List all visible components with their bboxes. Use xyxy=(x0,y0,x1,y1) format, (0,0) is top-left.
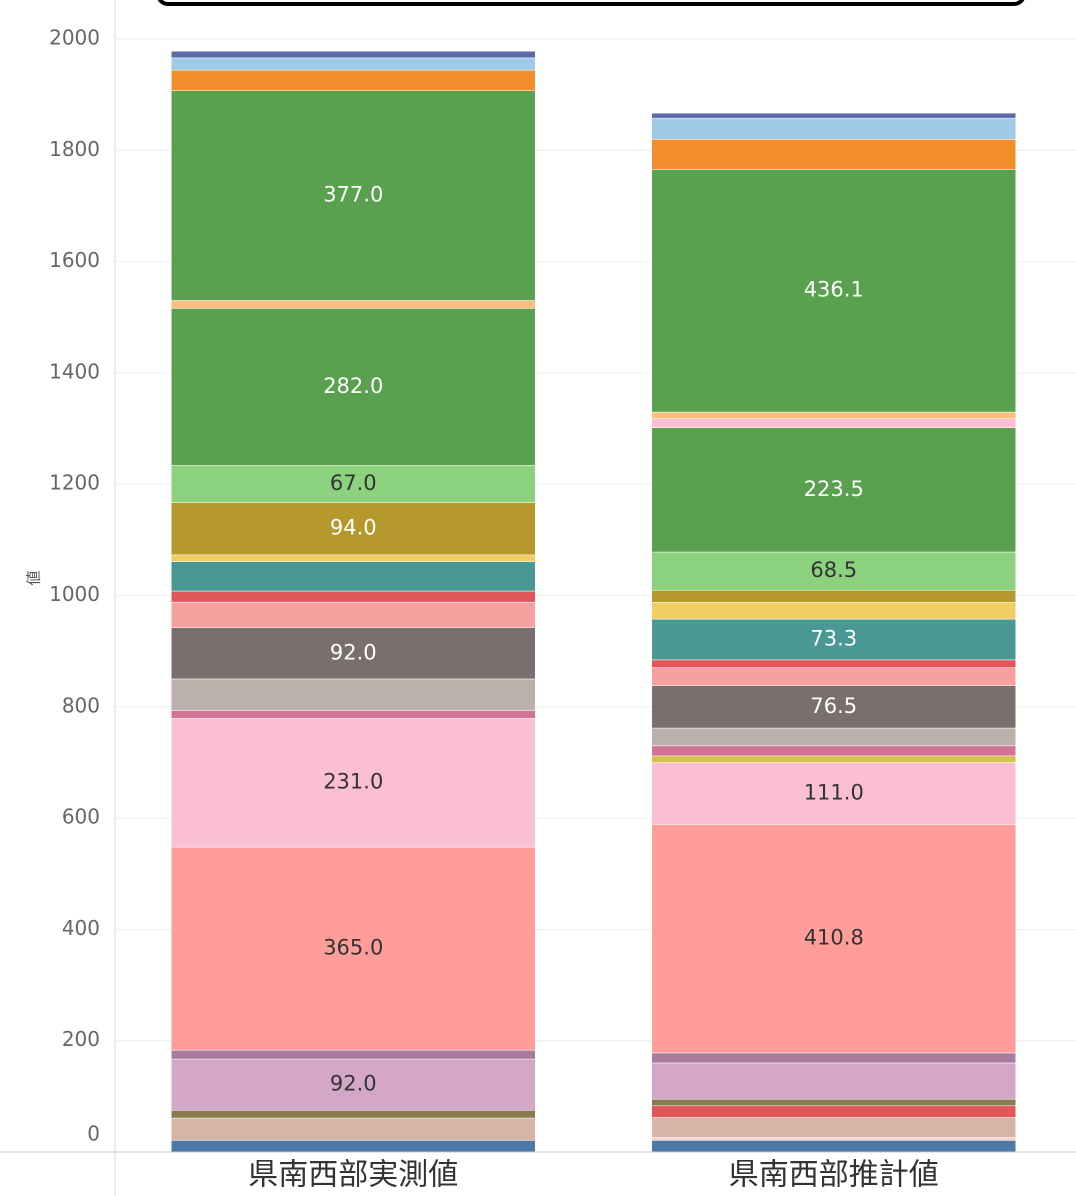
y-tick-label: 0 xyxy=(87,1122,100,1146)
y-tick-label: 1800 xyxy=(49,137,100,161)
data-label: 223.5 xyxy=(804,477,864,501)
bar-segment xyxy=(651,745,1016,757)
data-label: 67.0 xyxy=(330,471,377,495)
bar-segment xyxy=(651,824,1016,1054)
data-label: 231.0 xyxy=(323,770,383,794)
bar-segment xyxy=(171,601,536,629)
bar-segment xyxy=(651,112,1016,119)
bar-segment xyxy=(171,1110,536,1119)
y-tick-label: 400 xyxy=(62,916,100,940)
bar-segment xyxy=(651,727,1016,747)
bar-segment xyxy=(651,1137,1016,1141)
bar-segment xyxy=(171,678,536,711)
y-tick-label: 600 xyxy=(62,805,100,829)
bar-segment xyxy=(651,1052,1016,1064)
bar-segment xyxy=(171,561,536,592)
x-tick-label: 県南西部推計値 xyxy=(729,1158,939,1193)
bar-segment xyxy=(171,554,536,562)
data-label: 377.0 xyxy=(323,183,383,207)
bar-segment xyxy=(651,1140,1016,1153)
y-axis-label: 値 xyxy=(25,570,43,585)
bar-segment xyxy=(171,1140,536,1153)
bar-segment xyxy=(171,57,536,71)
bar-segment xyxy=(651,685,1016,729)
bar-segment xyxy=(171,502,536,556)
bar-segment xyxy=(171,300,536,309)
data-label: 410.8 xyxy=(804,926,864,950)
bar-segment xyxy=(651,755,1016,763)
y-tick-label: 800 xyxy=(62,693,100,717)
data-label: 282.0 xyxy=(323,374,383,398)
data-label: 73.3 xyxy=(810,626,857,650)
y-tick-label: 1000 xyxy=(49,582,100,606)
bar-segment xyxy=(651,602,1016,620)
data-label: 111.0 xyxy=(804,780,864,804)
bar-segment xyxy=(171,308,536,466)
bar-segment xyxy=(651,418,1016,428)
bar-segment xyxy=(651,169,1016,413)
bar-segment xyxy=(651,589,1016,603)
y-tick-label: 1400 xyxy=(49,359,100,383)
y-tick-label: 200 xyxy=(62,1027,100,1051)
bar-segment xyxy=(651,427,1016,553)
bar-segment xyxy=(171,590,536,603)
bar-segment xyxy=(651,1062,1016,1100)
data-label: 76.5 xyxy=(810,694,857,718)
bar-segment xyxy=(171,69,536,91)
data-label: 92.0 xyxy=(330,640,377,664)
header-box xyxy=(157,0,1025,6)
data-label: 68.5 xyxy=(810,558,857,582)
bar-segment xyxy=(171,1058,536,1111)
bar-segment xyxy=(171,846,536,1051)
bar-segment xyxy=(651,618,1016,661)
y-tick-label: 1600 xyxy=(49,248,100,272)
bar-segment xyxy=(171,50,536,59)
bar-segment xyxy=(171,1049,536,1060)
bar-segment xyxy=(651,1117,1016,1138)
bar-segment xyxy=(651,139,1016,170)
data-label: 365.0 xyxy=(323,936,383,960)
bar-segment xyxy=(171,710,536,719)
bar-segment xyxy=(171,465,536,503)
bar-segment xyxy=(171,1117,536,1141)
bar-segment xyxy=(651,659,1016,668)
y-tick-label: 1200 xyxy=(49,471,100,495)
bar-segment xyxy=(651,762,1016,825)
data-label: 92.0 xyxy=(330,1072,377,1096)
bar-segment xyxy=(651,1105,1016,1118)
bar-segment xyxy=(651,667,1016,686)
bar-segment xyxy=(651,411,1016,419)
bar-segment xyxy=(651,551,1016,591)
bar-segment xyxy=(651,117,1016,140)
data-label: 436.1 xyxy=(804,278,864,302)
y-tick-label: 2000 xyxy=(49,25,100,49)
x-tick-label: 県南西部実測値 xyxy=(248,1158,458,1193)
bar-segment xyxy=(171,90,536,301)
data-label: 94.0 xyxy=(330,516,377,540)
bar-segment xyxy=(651,1098,1016,1107)
